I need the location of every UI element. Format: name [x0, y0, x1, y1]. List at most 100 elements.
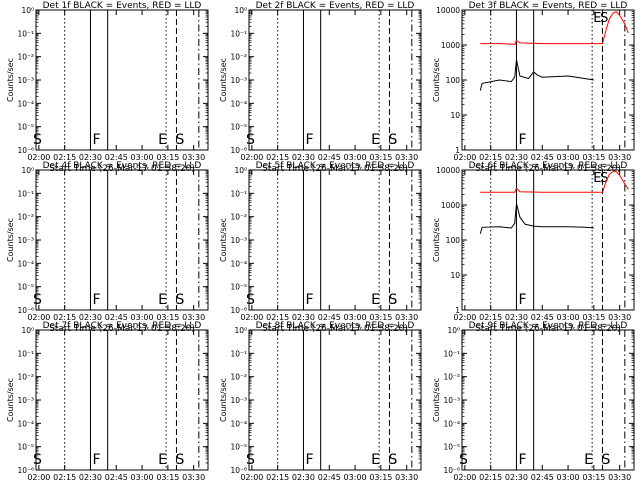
y-tick-label: 10⁻³ [230, 396, 247, 405]
y-tick-label: 10⁻⁶ [230, 306, 247, 315]
x-tick-label: 02:15 [53, 473, 76, 480]
x-tick-label: 03:30 [182, 153, 205, 162]
marker-label-F: F [305, 292, 313, 308]
y-tick-label: 10⁻⁴ [230, 259, 247, 268]
x-tick-label: 03:00 [557, 473, 580, 480]
x-tick-label: 03:00 [557, 313, 580, 322]
plot-title: Det 5f BLACK = Events, RED = LLD [256, 161, 415, 171]
edge-label-S: S [246, 132, 255, 148]
x-tick-label: 02:30 [505, 313, 528, 322]
y-tick-label: 10⁻¹ [230, 349, 247, 358]
y-tick-label: 10⁰ [234, 166, 247, 175]
x-tick-label: 02:45 [318, 153, 341, 162]
y-tick-label: 10⁻⁶ [17, 146, 34, 155]
marker-label-E: E [371, 452, 380, 468]
y-tick-label: 10 [450, 111, 460, 120]
y-tick-label: 10⁰ [21, 326, 34, 335]
x-tick-label: 02:15 [266, 313, 289, 322]
y-axis-label: Counts/sec [6, 58, 15, 102]
x-tick-label: 03:30 [608, 153, 631, 162]
plot-title: Det 6f BLACK = Events, RED = LLD [469, 161, 628, 171]
y-tick-label: 1000 [441, 201, 460, 210]
x-tick-label: 03:00 [131, 313, 154, 322]
x-tick-label: 02:00 [27, 313, 50, 322]
x-tick-label: 02:30 [505, 473, 528, 480]
x-tick-label: 02:45 [318, 473, 341, 480]
x-axis-label: Start Time (26-Mar-17 01:58:20) [49, 324, 195, 334]
plot-frame [461, 329, 635, 471]
x-tick-label: 03:30 [182, 313, 205, 322]
x-tick-label: 02:00 [453, 313, 476, 322]
y-tick-label: 10⁻⁵ [230, 123, 247, 132]
y-tick-label: 10⁻² [17, 53, 34, 62]
y-axis-label: Counts/sec [6, 218, 15, 262]
y-tick-label: 10⁻² [230, 213, 247, 222]
marker-label-S: S [601, 452, 610, 468]
series-line-black-events [479, 59, 594, 91]
x-tick-label: 02:00 [240, 473, 263, 480]
edge-label-S: S [33, 452, 42, 468]
y-tick-label: 10⁻² [230, 53, 247, 62]
marker-label-S: S [175, 132, 184, 148]
y-axis-label: Counts/sec [219, 218, 228, 262]
x-tick-label: 02:30 [292, 473, 315, 480]
x-tick-label: 03:15 [582, 473, 605, 480]
marker-label-F: F [305, 452, 313, 468]
plot-title: Det 8f BLACK = Events, RED = LLD [256, 321, 415, 331]
y-axis-label: Counts/sec [219, 58, 228, 102]
x-tick-label: 03:15 [156, 313, 179, 322]
marker-label-F: F [92, 132, 100, 148]
y-tick-label: 1 [455, 306, 460, 315]
y-tick-label: 10⁻⁴ [230, 99, 247, 108]
x-tick-label: 03:30 [182, 473, 205, 480]
x-tick-label: 03:00 [131, 153, 154, 162]
x-tick-label: 03:30 [395, 313, 418, 322]
y-tick-label: 10⁰ [21, 6, 34, 15]
x-tick-label: 02:30 [79, 153, 102, 162]
series-line-red-lld [480, 171, 629, 193]
y-tick-label: 10⁻⁴ [17, 99, 34, 108]
plot-title: Det 4f BLACK = Events, RED = LLD [43, 161, 202, 171]
y-tick-label: 10 [450, 271, 460, 280]
marker-label-S: S [388, 292, 397, 308]
y-axis-label: Counts/sec [432, 378, 441, 422]
y-tick-label: 10⁻⁶ [230, 466, 247, 475]
marker-label-F: F [518, 452, 526, 468]
corner-label-E: E [593, 171, 601, 186]
corner-label-E: E [593, 11, 601, 26]
y-tick-label: 10⁻⁵ [230, 283, 247, 292]
y-tick-label: 100 [446, 76, 461, 85]
plot-title: Det 9f BLACK = Events, RED = LLD [469, 321, 628, 331]
edge-label-S: S [33, 132, 42, 148]
y-tick-label: 10⁻¹ [17, 349, 34, 358]
marker-label-E: E [158, 292, 167, 308]
x-axis-label: Start Time (26-Mar-17 01:58:20) [262, 164, 408, 174]
y-tick-label: 10000 [436, 6, 460, 15]
y-tick-label: 10⁰ [21, 166, 34, 175]
y-tick-label: 10⁻⁵ [17, 283, 34, 292]
x-axis-label: Start Time (26-Mar-17 01:58:20) [49, 164, 195, 174]
y-tick-label: 10⁻¹ [230, 29, 247, 38]
x-axis-label: Start Time (26-Mar-17 01:58:20) [262, 324, 408, 334]
edge-label-S: S [246, 452, 255, 468]
plot-title: Det 3f BLACK = Events, RED = LLD [469, 1, 628, 11]
y-tick-label: 10⁻¹ [17, 189, 34, 198]
x-tick-label: 03:30 [608, 313, 631, 322]
y-tick-label: 10⁻³ [443, 396, 460, 405]
x-tick-label: 03:15 [582, 153, 605, 162]
y-tick-label: 10⁰ [447, 326, 460, 335]
x-tick-label: 03:15 [369, 153, 392, 162]
x-tick-label: 02:00 [27, 473, 50, 480]
marker-label-E: E [158, 452, 167, 468]
marker-label-E: E [158, 132, 167, 148]
y-tick-label: 10⁻⁴ [17, 419, 34, 428]
y-axis-label: Counts/sec [432, 58, 441, 102]
y-tick-label: 100 [446, 236, 461, 245]
y-tick-label: 1000 [441, 41, 460, 50]
x-tick-label: 02:30 [292, 153, 315, 162]
y-tick-label: 10⁻³ [17, 236, 34, 245]
y-tick-label: 10⁻⁴ [443, 419, 460, 428]
